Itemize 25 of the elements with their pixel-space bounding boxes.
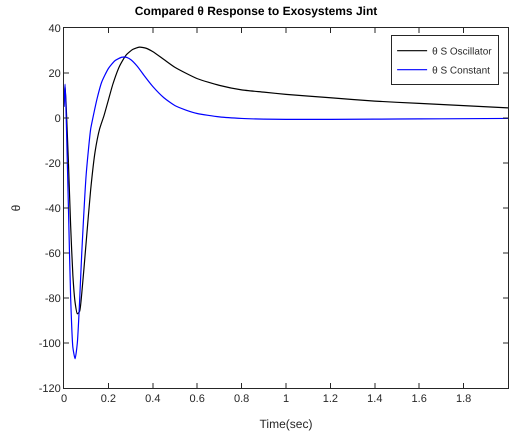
y-tick-label: -100: [38, 338, 61, 350]
y-tick-label: -80: [44, 292, 61, 305]
y-tick-label: 20: [48, 68, 61, 80]
y-tick-label: -60: [44, 248, 61, 260]
x-axis-title: Time(sec): [260, 417, 312, 432]
x-tick-label: 0.8: [234, 393, 250, 406]
y-tick-label: 0: [54, 112, 61, 125]
x-tick-label: 1.8: [456, 393, 472, 406]
y-tick-label: -120: [38, 382, 61, 395]
line-series: [64, 46, 508, 314]
x-tick-label: 1.6: [412, 393, 427, 406]
chart-title: Compared θ Response to Exosystems Jint: [134, 4, 378, 18]
x-tick-label: 1.4: [367, 393, 382, 406]
x-tick-label: 1: [282, 393, 290, 406]
legend-label: θ S Oscillator: [432, 46, 492, 58]
y-tick-label: 40: [48, 22, 61, 35]
x-tick-label: 1.2: [322, 393, 338, 406]
x-tick-label: 0.2: [100, 393, 116, 406]
y-tick-label: -20: [44, 158, 61, 170]
x-tick-label: 0.6: [190, 393, 205, 406]
x-tick-label: 0.4: [145, 393, 160, 406]
legend-label: θ S Constant: [432, 66, 490, 77]
line-series: [64, 56, 508, 360]
y-tick-label: -40: [44, 202, 61, 215]
y-axis-title: θ: [9, 204, 24, 212]
